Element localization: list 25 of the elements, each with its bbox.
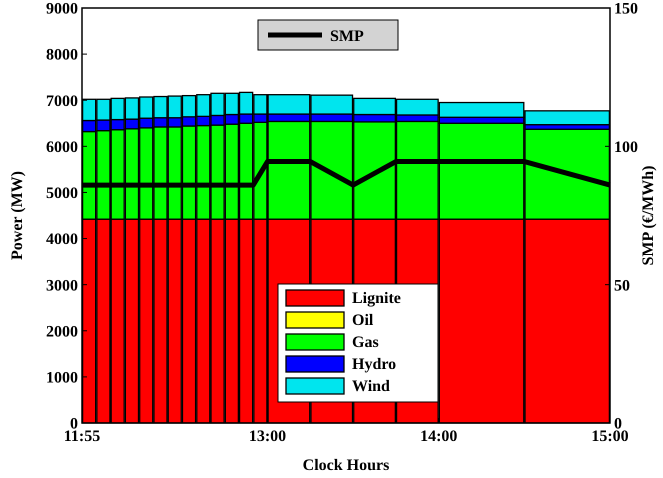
y2-tick-label: 100 <box>614 138 638 156</box>
legend-label: Oil <box>352 312 374 329</box>
x-tick-label: 14:00 <box>420 428 458 445</box>
x-axis-title: Clock Hours <box>302 457 390 474</box>
y-tick-label: 2000 <box>46 323 78 340</box>
legend-label: Hydro <box>352 356 396 373</box>
y2-axis-title: SMP (€/MWh) <box>640 166 657 266</box>
y-tick-label: 7000 <box>46 92 78 110</box>
x-tick-label: 13:00 <box>248 428 286 445</box>
y-axis-title: Power (MW) <box>9 171 26 260</box>
y2-tick-label: 50 <box>614 277 630 294</box>
y-tick-label: 9000 <box>46 0 78 18</box>
x-tick-label: 15:00 <box>591 428 629 445</box>
y-tick-label: 8000 <box>46 46 78 64</box>
y-tick-label: 4000 <box>46 231 78 248</box>
legend-label: Lignite <box>352 290 401 307</box>
legend-label: Gas <box>352 334 379 351</box>
legend-label: Wind <box>352 378 390 395</box>
legend-label: SMP <box>330 28 364 45</box>
x-tick-label: 11:55 <box>64 428 100 445</box>
y2-tick-label: 150 <box>614 0 638 18</box>
y-tick-label: 1000 <box>46 369 78 386</box>
y-tick-label: 5000 <box>46 185 78 202</box>
y-tick-label: 3000 <box>46 277 78 294</box>
y-tick-label: 6000 <box>46 138 78 156</box>
